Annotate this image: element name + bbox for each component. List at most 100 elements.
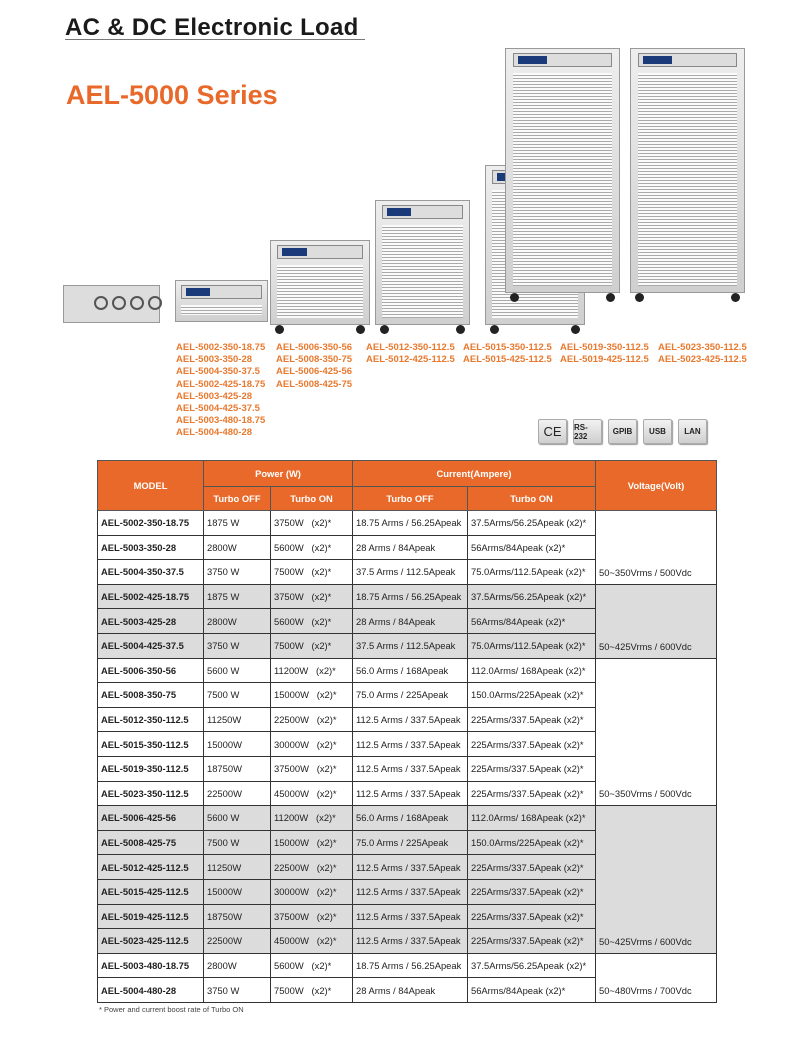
- caster-wheel-icon: [380, 325, 389, 334]
- cell-power-turbo-on: 5600W (x2)*: [270, 952, 353, 979]
- cell-current-turbo-off: 18.75 Arms / 56.25Apeak: [352, 510, 468, 536]
- model-label-group: AEL-5015-350-112.5 AEL-5015-425-112.5: [463, 342, 552, 366]
- table-row: AEL-5012-350-112.5 11250W 22500W (x2)* 112.…: [97, 706, 717, 733]
- model-label: AEL-5008-350-75: [276, 354, 353, 366]
- cell-power-turbo-on: 45000W (x2)*: [270, 780, 353, 807]
- cell-current-turbo-off: 112.5 Arms / 337.5Apeak: [352, 755, 468, 782]
- table-row: AEL-5008-425-75 7500 W 15000W (x2)* 75.0 Ar…: [97, 829, 717, 856]
- cell-power-turbo-off: 2800W: [203, 534, 271, 561]
- interface-badges: CE RS-232 GPIB USB LAN: [538, 419, 707, 444]
- cell-power-turbo-on: 15000W (x2)*: [270, 682, 353, 708]
- cell-current-turbo-off: 112.5 Arms / 337.5Apeak: [352, 903, 468, 930]
- cell-current-turbo-on: 225Arms/337.5Apeak (x2)*: [467, 903, 596, 930]
- table-row: AEL-5003-350-28 2800W 5600W (x2)* 28 Arms /…: [97, 534, 717, 561]
- cell-model: AEL-5003-350-28: [97, 534, 204, 561]
- cell-power-turbo-on: 3750W (x2)*: [270, 583, 353, 610]
- cell-current-turbo-on: 37.5Arms/56.25Apeak (x2)*: [467, 952, 596, 979]
- footnote: * Power and current boost rate of Turbo …: [99, 1005, 244, 1014]
- cell-model: AEL-5019-350-112.5: [97, 755, 204, 782]
- cell-power-turbo-off: 15000W: [203, 878, 271, 905]
- cell-power-turbo-off: 3750 W: [203, 559, 271, 585]
- cell-power-turbo-off: 5600 W: [203, 657, 271, 684]
- cell-power-turbo-off: 22500W: [203, 928, 271, 954]
- cell-current-turbo-on: 37.5Arms/56.25Apeak (x2)*: [467, 583, 596, 610]
- cell-power-turbo-off: 3750 W: [203, 632, 271, 659]
- model-label: AEL-5012-350-112.5: [366, 342, 455, 353]
- cell-current-turbo-off: 28 Arms / 84Apeak: [352, 608, 468, 634]
- table-row: AEL-5008-350-75 7500 W 15000W (x2)* 75.0 Ar…: [97, 682, 717, 708]
- cell-model: AEL-5006-425-56: [97, 805, 204, 831]
- table-row: AEL-5004-480-28 3750 W 7500W (x2)* 28 Arms …: [97, 977, 717, 1003]
- cell-current-turbo-on: 225Arms/337.5Apeak (x2)*: [467, 731, 596, 757]
- cell-power-turbo-off: 2800W: [203, 952, 271, 979]
- cell-model: AEL-5008-350-75: [97, 682, 204, 708]
- ce-mark-badge: CE: [538, 419, 567, 444]
- cell-power-turbo-off: 2800W: [203, 608, 271, 634]
- cell-voltage: 50~480Vrms / 700Vdc: [595, 952, 717, 1003]
- cell-current-turbo-on: 225Arms/337.5Apeak (x2)*: [467, 854, 596, 880]
- model-label: AEL-5003-350-28: [176, 354, 253, 366]
- table-row: AEL-5003-480-18.75 2800W 5600W (x2)* 18.75 …: [97, 952, 717, 1003]
- cell-current-turbo-on: 225Arms/337.5Apeak (x2)*: [467, 706, 596, 733]
- cell-current-turbo-off: 28 Arms / 84Apeak: [352, 977, 468, 1003]
- cell-model: AEL-5023-425-112.5: [97, 928, 204, 954]
- model-label: AEL-5006-425-56: [276, 366, 353, 378]
- ael-5023-image: [630, 48, 745, 293]
- cell-current-turbo-off: 56.0 Arms / 168Apeak: [352, 657, 468, 684]
- ael-5006-image: [270, 240, 370, 325]
- model-label: AEL-5003-480-18.75: [176, 415, 266, 427]
- model-label-group: AEL-5019-350-112.5 AEL-5019-425-112.5: [560, 342, 649, 366]
- cell-current-turbo-off: 37.5 Arms / 112.5Apeak: [352, 559, 468, 585]
- cell-power-turbo-off: 18750W: [203, 755, 271, 782]
- caster-wheel-icon: [606, 293, 615, 302]
- header-voltage: Voltage(Volt): [595, 460, 717, 511]
- cell-model: AEL-5023-350-112.5: [97, 780, 204, 807]
- cell-model: AEL-5008-425-75: [97, 829, 204, 856]
- cell-current-turbo-off: 18.75 Arms / 56.25Apeak: [352, 952, 468, 979]
- cell-voltage: 50~350Vrms / 500Vdc: [595, 657, 717, 807]
- table-row: AEL-5002-425-18.75 1875 W 3750W (x2)* 18.75…: [97, 583, 717, 659]
- table-row: AEL-5012-425-112.5 11250W 22500W (x2)* 112.…: [97, 854, 717, 880]
- cell-current-turbo-on: 37.5Arms/56.25Apeak (x2)*: [467, 510, 596, 536]
- page-heading: AC & DC Electronic Load: [65, 14, 359, 41]
- cell-power-turbo-off: 7500 W: [203, 829, 271, 856]
- cell-current-turbo-off: 112.5 Arms / 337.5Apeak: [352, 854, 468, 880]
- table-row: AEL-5004-350-37.5 3750 W 7500W (x2)* 37.5 A…: [97, 559, 717, 585]
- caster-wheel-icon: [571, 325, 580, 334]
- cell-current-turbo-on: 56Arms/84Apeak (x2)*: [467, 977, 596, 1003]
- usb-badge: USB: [643, 419, 672, 444]
- header-power: Power (W): [203, 460, 353, 487]
- model-label: AEL-5002-425-18.75: [176, 378, 266, 390]
- table-row: AEL-5006-425-56 5600 W 11200W (x2)* 56.0 Ar…: [97, 805, 717, 954]
- caster-wheel-icon: [356, 325, 365, 334]
- cell-power-turbo-off: 7500 W: [203, 682, 271, 708]
- table-row: AEL-5023-425-112.5 22500W 45000W (x2)* 112.…: [97, 928, 717, 954]
- caster-wheel-icon: [490, 325, 499, 334]
- rs232-badge: RS-232: [573, 419, 602, 444]
- table-row: AEL-5015-350-112.5 15000W 30000W (x2)* 112.…: [97, 731, 717, 757]
- caster-wheel-icon: [275, 325, 284, 334]
- model-label: AEL-5015-425-112.5: [463, 354, 552, 366]
- cell-current-turbo-off: 28 Arms / 84Apeak: [352, 534, 468, 561]
- cell-model: AEL-5015-425-112.5: [97, 878, 204, 905]
- model-label: AEL-5004-480-28: [176, 427, 253, 439]
- table-row: AEL-5002-350-18.75 1875 W 3750W (x2)* 18.75…: [97, 510, 717, 585]
- cell-power-turbo-off: 15000W: [203, 731, 271, 757]
- model-label: AEL-5004-425-37.5: [176, 403, 260, 415]
- cell-current-turbo-on: 225Arms/337.5Apeak (x2)*: [467, 780, 596, 807]
- cell-model: AEL-5004-425-37.5: [97, 632, 204, 659]
- cell-voltage: 50~425Vrms / 600Vdc: [595, 583, 717, 659]
- cell-power-turbo-on: 22500W (x2)*: [270, 854, 353, 880]
- cell-power-turbo-on: 7500W (x2)*: [270, 632, 353, 659]
- cell-current-turbo-on: 75.0Arms/112.5Apeak (x2)*: [467, 632, 596, 659]
- series-title: AEL-5000 Series: [66, 80, 278, 110]
- cell-current-turbo-off: 75.0 Arms / 225Apeak: [352, 829, 468, 856]
- header-current-turbo-on: Turbo ON: [467, 486, 596, 511]
- cell-power-turbo-on: 30000W (x2)*: [270, 731, 353, 757]
- cell-current-turbo-off: 112.5 Arms / 337.5Apeak: [352, 878, 468, 905]
- cell-power-turbo-off: 18750W: [203, 903, 271, 930]
- table-row: AEL-5006-350-56 5600 W 11200W (x2)* 56.0 Ar…: [97, 657, 717, 807]
- model-label: AEL-5023-425-112.5: [658, 354, 747, 366]
- cell-current-turbo-off: 37.5 Arms / 112.5Apeak: [352, 632, 468, 659]
- cell-current-turbo-off: 112.5 Arms / 337.5Apeak: [352, 731, 468, 757]
